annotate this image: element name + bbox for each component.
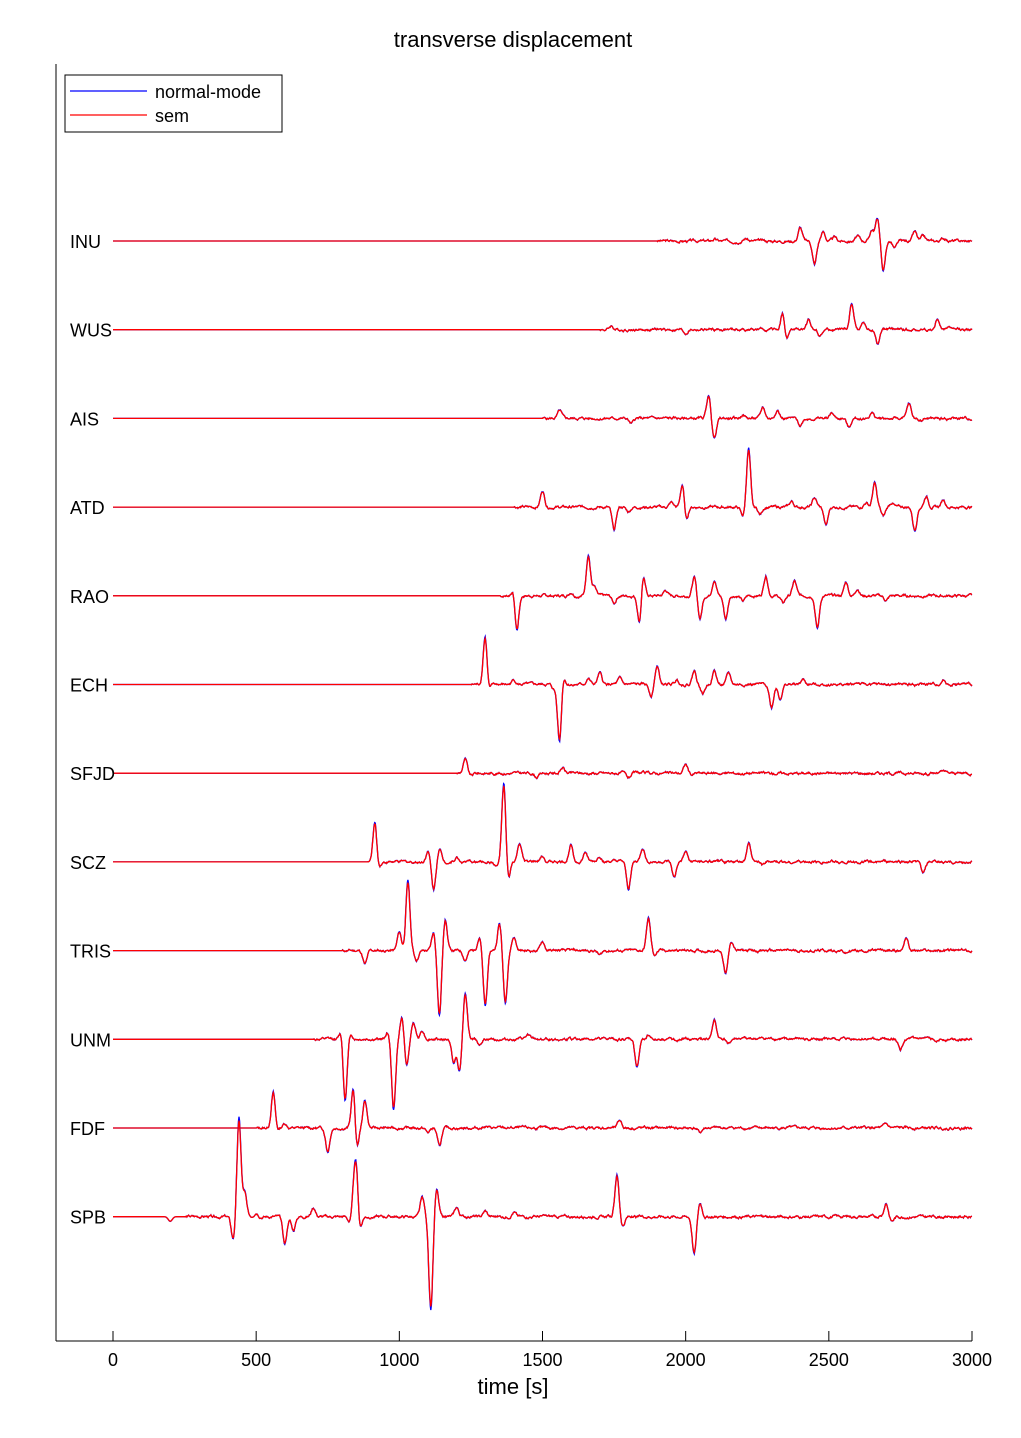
plot-area — [55, 64, 972, 1342]
trace-sem-ech — [113, 635, 973, 742]
legend-label-sem: sem — [155, 106, 189, 126]
station-label-atd: ATD — [70, 498, 105, 518]
trace-sem-atd — [113, 449, 973, 532]
traces-group — [113, 217, 973, 1311]
station-label-inu: INU — [70, 232, 101, 252]
trace-sem-fdf — [113, 1089, 973, 1153]
legend-box — [64, 74, 283, 133]
x-tick-label-500: 500 — [241, 1350, 271, 1370]
x-tick-label-1000: 1000 — [379, 1350, 419, 1370]
chart-title: transverse displacement — [394, 27, 632, 52]
station-label-ais: AIS — [70, 409, 99, 429]
station-label-sfjd: SFJD — [70, 764, 115, 784]
station-labels: INU WUS AIS ATD RAO ECH SFJD SCZ TRIS UNM FDF SPB — [70, 232, 115, 1228]
x-tick-label-0: 0 — [108, 1350, 118, 1370]
station-label-ech: ECH — [70, 676, 108, 696]
legend-label-normal-mode: normal-mode — [155, 82, 261, 102]
x-tick-label-2000: 2000 — [666, 1350, 706, 1370]
station-label-wus: WUS — [70, 321, 112, 341]
station-label-rao: RAO — [70, 587, 109, 607]
x-tick-label-1500: 1500 — [522, 1350, 562, 1370]
legend: normal-mode sem — [64, 74, 283, 133]
trace-sem-scz — [113, 785, 973, 892]
trace-sem-sfjd — [113, 757, 972, 780]
x-axis-label: time [s] — [478, 1374, 549, 1399]
station-label-tris: TRIS — [70, 942, 111, 962]
station-label-unm: UNM — [70, 1030, 111, 1050]
station-label-spb: SPB — [70, 1208, 106, 1228]
trace-sem-tris — [113, 882, 973, 1015]
trace-sem-inu — [113, 218, 973, 272]
trace-sem-unm — [113, 993, 973, 1108]
x-tick-label-3000: 3000 — [952, 1350, 992, 1370]
trace-sem-rao — [113, 554, 973, 630]
trace-sem-wus — [113, 303, 973, 345]
station-label-scz: SCZ — [70, 853, 106, 873]
trace-sem-ais — [113, 395, 973, 439]
x-tick-label-2500: 2500 — [809, 1350, 849, 1370]
station-label-fdf: FDF — [70, 1119, 105, 1139]
trace-sem-spb — [113, 1120, 973, 1307]
x-axis-ticks: 0 500 1000 1500 2000 2500 3000 — [108, 1331, 992, 1370]
